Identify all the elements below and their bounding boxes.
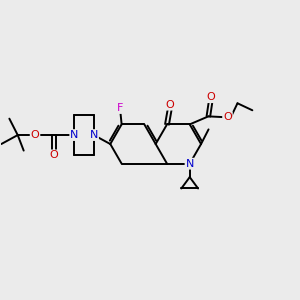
Text: O: O — [207, 92, 215, 102]
Text: O: O — [166, 100, 175, 110]
Text: O: O — [50, 150, 58, 161]
Text: F: F — [117, 103, 123, 113]
Text: O: O — [223, 112, 232, 122]
Text: N: N — [185, 159, 194, 169]
Text: N: N — [90, 130, 98, 140]
Text: N: N — [70, 130, 79, 140]
Text: O: O — [31, 130, 39, 140]
